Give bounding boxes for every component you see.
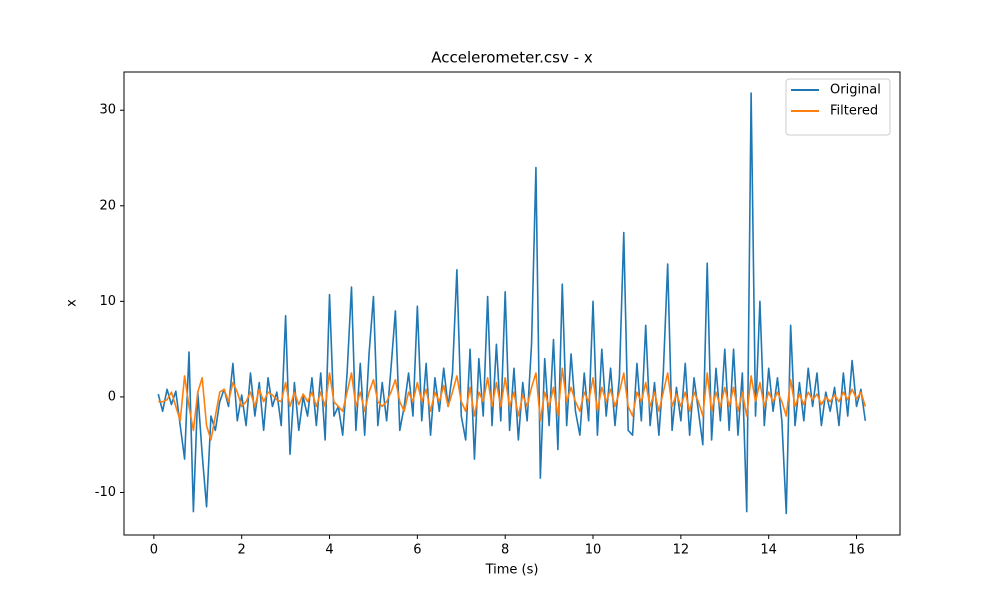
plot-area xyxy=(157,92,867,515)
data-line xyxy=(158,367,867,441)
chart-title: Accelerometer.csv - x xyxy=(431,49,593,67)
y-tick-label: 30 xyxy=(99,103,116,118)
x-tick-label: 0 xyxy=(150,543,158,558)
x-tick-label: 12 xyxy=(673,543,690,558)
y-tick-label: 0 xyxy=(108,389,116,404)
x-tick-label: 14 xyxy=(760,543,777,558)
legend-box xyxy=(785,78,891,136)
x-tick-label: 6 xyxy=(413,543,421,558)
x-tick-label: 10 xyxy=(585,543,602,558)
x-tick-label: 4 xyxy=(325,543,333,558)
y-axis-label: x xyxy=(65,299,80,307)
x-tick-label: 8 xyxy=(501,543,509,558)
y-tick-label: -10 xyxy=(95,485,116,500)
y-tick-label: 10 xyxy=(99,294,116,309)
x-tick-label: 2 xyxy=(238,543,246,558)
x-axis-label: Time (s) xyxy=(485,563,539,578)
legend-label: Original xyxy=(830,83,881,98)
legend-label: Filtered xyxy=(830,104,878,119)
x-tick-label: 16 xyxy=(848,543,865,558)
axes-frame xyxy=(123,71,901,536)
y-tick-label: 20 xyxy=(99,198,116,213)
